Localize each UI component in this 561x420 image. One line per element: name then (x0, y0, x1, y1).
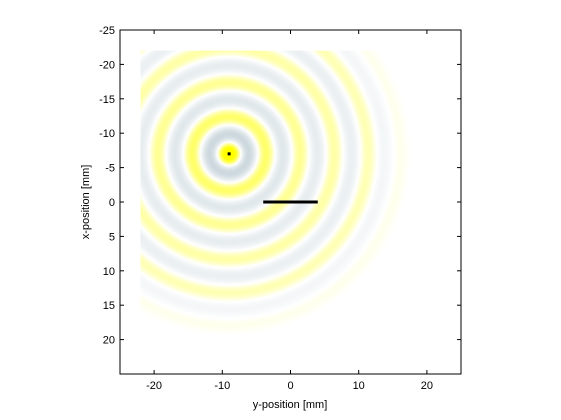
y-tick-label: 15 (103, 300, 115, 312)
x-tick-label: 10 (353, 380, 365, 392)
y-axis-ticks: -25 -20 -15 -10 -5 0 5 10 15 20 (99, 25, 461, 347)
y-tick-label: 20 (103, 335, 115, 347)
x-axis-ticks: -20 -10 0 10 20 (146, 30, 433, 392)
y-tick-label: -5 (105, 163, 115, 175)
x-axis-label: y-position [mm] (253, 399, 328, 411)
x-tick-label: -10 (214, 380, 230, 392)
y-tick-label: -25 (99, 25, 115, 37)
y-tick-label: 10 (103, 266, 115, 278)
y-tick-label: -10 (99, 128, 115, 140)
wave-rings (140, 50, 414, 338)
y-tick-label: -15 (99, 94, 115, 106)
x-tick-label: 20 (421, 380, 433, 392)
wave-field (140, 50, 414, 338)
x-tick-label: 0 (287, 380, 293, 392)
y-tick-label: 5 (109, 231, 115, 243)
y-tick-label: -20 (99, 59, 115, 71)
source-point-marker (227, 152, 231, 156)
y-axis-label: x-position [mm] (80, 165, 92, 240)
x-tick-label: -20 (146, 380, 162, 392)
y-tick-label: 0 (109, 197, 115, 209)
